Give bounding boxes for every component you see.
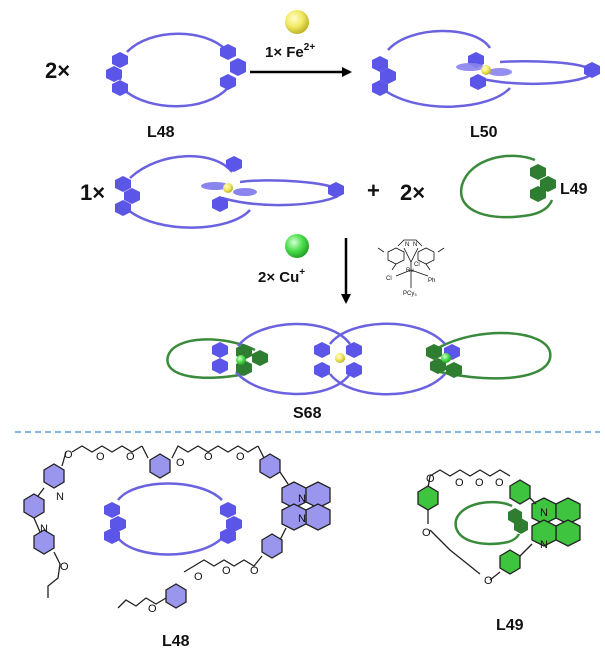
l48-o-4: O (176, 457, 185, 469)
l48-o-8: O (250, 565, 259, 577)
l49-topology-inset-icon (454, 500, 528, 546)
l48-o-1: O (64, 449, 73, 461)
l49-n-2: N (540, 539, 548, 551)
l48-o-7: O (60, 561, 69, 573)
l49-macrocycle-icon (459, 154, 556, 219)
catalyst-n2: N (413, 242, 417, 248)
l49-o-4: O (495, 477, 504, 489)
l48-binding-unit-left (106, 52, 128, 96)
l49-o-5: O (422, 527, 431, 539)
fe-reagent-label: 1× Fe2+ (265, 42, 315, 61)
s68-catenane-icon (166, 322, 552, 396)
l48-o-10: O (194, 571, 203, 583)
iron-ion-icon (285, 10, 309, 34)
multiplier-2x: 2× (45, 58, 70, 83)
l50-complex-reactant-icon (115, 155, 344, 229)
l48-o-11: O (148, 603, 157, 615)
copper-ion-icon (285, 234, 309, 258)
s68-label: S68 (293, 405, 322, 422)
l49-o-1: O (426, 473, 435, 485)
cu-reagent-label: 2× Cu+ (258, 267, 305, 286)
l48-o-5: O (204, 451, 213, 463)
l48-binding-unit-right (220, 44, 246, 90)
multiplier-2x-green: 2× (400, 180, 425, 205)
l48-n-2: N (40, 523, 48, 535)
l50-complex-icon (372, 29, 600, 108)
l48-structure (23, 445, 331, 609)
l49-n-1: N (540, 507, 548, 519)
catalyst-ph: Ph (428, 278, 435, 284)
l50-label: L50 (470, 124, 498, 141)
l48-topology-inset-icon (104, 482, 242, 556)
grubbs-catalyst-icon (377, 239, 445, 288)
l49-o-3: O (475, 477, 484, 489)
multiplier-1x: 1× (80, 180, 105, 205)
l48-o-3: O (126, 451, 135, 463)
catalyst-n1: N (405, 242, 409, 248)
l48-label: L48 (147, 124, 175, 141)
l48-n-4: N (298, 513, 306, 525)
catalyst-ru: Ru (406, 268, 414, 274)
catalyst-cl2: Cl (386, 276, 392, 282)
l48-structure-label: L48 (162, 633, 190, 650)
l48-n-3: N (298, 493, 306, 505)
l48-o-2: O (96, 451, 105, 463)
l48-macrocycle-icon (118, 32, 229, 108)
catalyst-pcy3: PCy3 (403, 291, 417, 297)
l48-o-6: O (236, 451, 245, 463)
l48-n-1: N (56, 491, 64, 503)
l49-o-6: O (484, 575, 493, 587)
l49-o-2: O (455, 477, 464, 489)
catalyst-cl1: Cl (414, 262, 420, 268)
l49-label-row2: L49 (560, 181, 588, 198)
l49-structure (417, 469, 581, 581)
l49-structure-label: L49 (496, 617, 524, 634)
plus-sign: + (367, 178, 380, 203)
l48-o-9: O (222, 565, 231, 577)
